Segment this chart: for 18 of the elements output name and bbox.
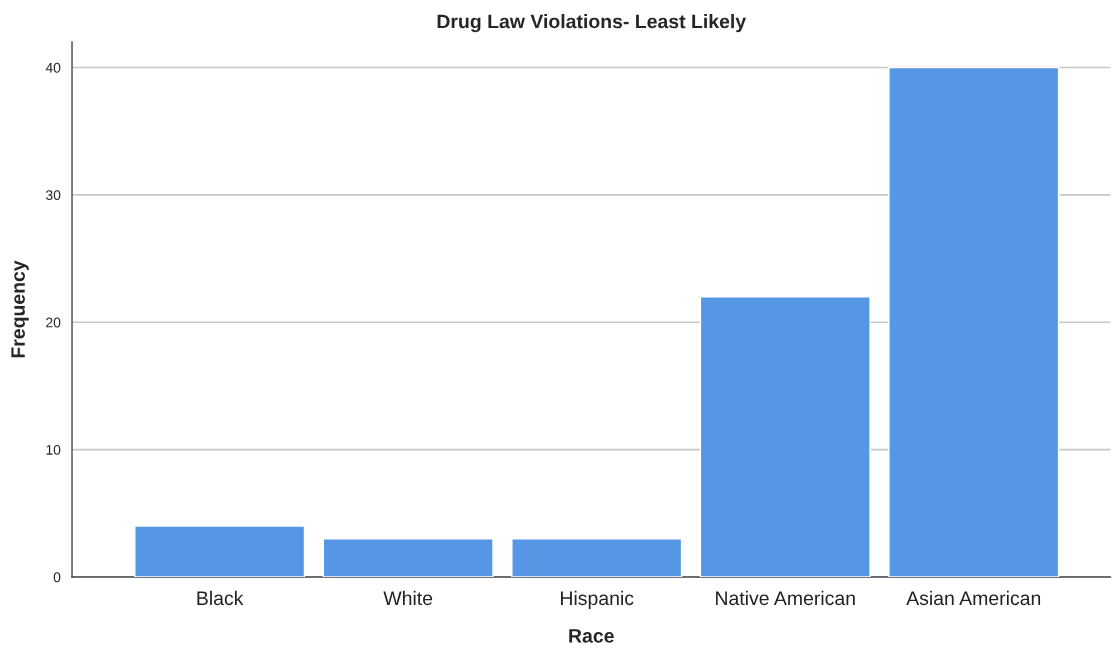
y-tick-label: 40 — [45, 62, 61, 73]
bar — [699, 296, 871, 577]
bar — [888, 66, 1060, 577]
y-axis-title: Frequency — [11, 260, 29, 358]
y-tick-label: 30 — [45, 190, 61, 201]
x-tick-label: Native American — [716, 590, 855, 606]
y-tick-label: 10 — [46, 444, 61, 455]
y-tick-label: 20 — [46, 317, 61, 328]
x-tick-label: Black — [197, 590, 244, 606]
x-tick-label: White — [383, 590, 433, 606]
chart-title: Drug Law Violations- Least Likely — [437, 14, 747, 33]
bar — [134, 525, 306, 577]
x-axis-title: Race — [569, 629, 614, 643]
x-tick-label: Asian American — [906, 590, 1041, 606]
bar — [511, 538, 683, 577]
y-tick-label: 0 — [53, 572, 61, 583]
bar — [322, 538, 494, 577]
x-tick-label: Hispanic — [561, 590, 634, 609]
